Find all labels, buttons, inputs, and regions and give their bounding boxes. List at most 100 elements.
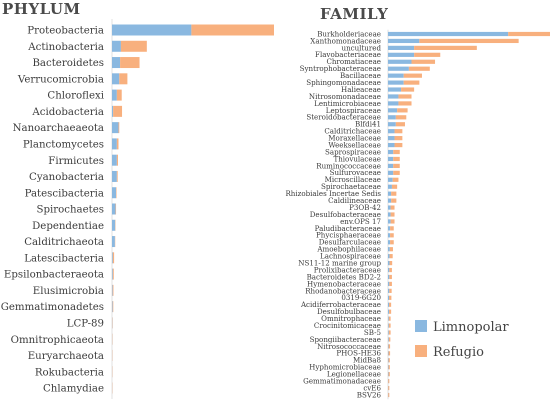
phylum-tick-label: Spirochaetes bbox=[37, 205, 104, 216]
family-bar-refugio-moraxellaceae bbox=[395, 136, 403, 140]
family-bar-limnopolar-sb-5 bbox=[388, 330, 389, 334]
family-bar-limnopolar-bacteroidetes-bd2-2 bbox=[388, 275, 389, 279]
family-bar-limnopolar-syntrophobacteraceae bbox=[388, 67, 409, 71]
phylum-bar-limnopolar-actinobacteria bbox=[112, 41, 121, 52]
phylum-bar-limnopolar-nanoarchaeaeota bbox=[112, 122, 118, 133]
phylum-tick-label: Calditrichaeota bbox=[24, 237, 104, 248]
family-bar-refugio-microscillaceae bbox=[393, 178, 399, 182]
phylum-tick-label: Proteobacteria bbox=[27, 26, 104, 37]
phylum-tick-label: Cyanobacteria bbox=[29, 172, 104, 183]
family-bar-refugio-hyphomicrobiaceae bbox=[389, 365, 390, 369]
phylum-tick-label: LCP-89 bbox=[67, 319, 104, 330]
legend-swatch-refugio bbox=[415, 345, 427, 357]
family-bars-group bbox=[388, 30, 550, 399]
phylum-tick-label: Acidobacteria bbox=[31, 107, 104, 118]
phylum-bar-limnopolar-cyanobacteria bbox=[112, 171, 117, 182]
family-bar-refugio-phos-he36 bbox=[389, 351, 391, 355]
phylum-bars-group bbox=[112, 19, 274, 399]
phylum-bar-limnopolar-calditrichaeota bbox=[112, 236, 115, 247]
family-bar-refugio-bacillaceae bbox=[404, 74, 422, 78]
family-bar-refugio-flavobacteriaceae bbox=[414, 53, 440, 57]
family-bar-refugio-lachnospiraceae bbox=[390, 254, 393, 258]
family-bar-refugio-legionellaceae bbox=[389, 372, 390, 376]
family-bar-refugio-sphingomonadaceae bbox=[404, 80, 420, 84]
phylum-bar-limnopolar-firmicutes bbox=[112, 155, 117, 166]
family-bar-refugio-p3ob-42 bbox=[391, 205, 395, 209]
family-bar-limnopolar-env-ops-17 bbox=[388, 219, 391, 223]
family-bar-limnopolar-steroidobacteraceae bbox=[388, 115, 396, 119]
family-bar-refugio-bsv26 bbox=[388, 393, 389, 397]
phylum-tick-label: Nanoarchaeaeota bbox=[13, 123, 104, 134]
family-bar-limnopolar-hyphomicrobiaceae bbox=[388, 365, 389, 369]
phylum-tick-label: Chloroflexi bbox=[47, 91, 104, 102]
family-bar-refugio-0319-6g20 bbox=[389, 296, 391, 300]
family-bar-refugio-cve6 bbox=[388, 386, 389, 390]
phylum-bar-limnopolar-latescibacteria bbox=[112, 252, 113, 263]
phylum-bar-refugio-chloroflexi bbox=[117, 90, 122, 101]
phylum-tick-label: Epsilonbacteraeota bbox=[4, 270, 104, 281]
phylum-bar-refugio-proteobacteria bbox=[191, 25, 274, 36]
phylum-bar-refugio-nanoarchaeaeota bbox=[118, 122, 119, 133]
family-bar-refugio-acidiferrobacteraceae bbox=[389, 303, 391, 307]
family-bar-limnopolar-nitrosococcaceae bbox=[388, 344, 389, 348]
phylum-bar-refugio-epsilonbacteraeota bbox=[113, 269, 114, 280]
family-bar-limnopolar-xanthomonadaceae bbox=[388, 39, 419, 43]
family-bar-limnopolar-sulfurovaceae bbox=[388, 171, 393, 175]
family-bar-refugio-paludibacteraceae bbox=[390, 226, 394, 230]
family-bar-limnopolar-legionellaceae bbox=[388, 372, 389, 376]
family-bar-limnopolar-amoebophilaceae bbox=[388, 247, 390, 251]
family-bar-limnopolar-halieaceae bbox=[388, 87, 401, 91]
family-bar-refugio-spongiibacteraceae bbox=[389, 337, 391, 341]
family-bar-refugio-phycisphaeraceae bbox=[390, 233, 394, 237]
phylum-tick-label: Chlamydiae bbox=[43, 384, 104, 395]
family-bar-refugio-prolixibacteraceae bbox=[389, 268, 392, 272]
family-tick-label: BSV26 bbox=[357, 390, 382, 399]
family-bar-refugio-sb-5 bbox=[389, 330, 391, 334]
phylum-tick-label: Euryarchaeota bbox=[28, 351, 104, 362]
family-bar-limnopolar-bacillaceae bbox=[388, 74, 404, 78]
family-bar-refugio-caldilineaceae bbox=[391, 199, 396, 203]
phylum-panel-title: PHYLUM bbox=[2, 0, 81, 18]
family-panel-title: FAMILY bbox=[320, 5, 388, 23]
family-bar-limnopolar-rhizobiales-incertae-sedis bbox=[388, 192, 391, 196]
family-bar-refugio-nitrosococcaceae bbox=[389, 344, 391, 348]
family-bar-limnopolar-desulfarculaceae bbox=[388, 240, 390, 244]
family-bar-limnopolar-leptospiraceae bbox=[388, 108, 397, 112]
phylum-tick-label: Elusimicrobia bbox=[33, 286, 104, 297]
family-bar-refugio-chromatiaceae bbox=[412, 60, 436, 64]
phylum-tick-label: Actinobacteria bbox=[27, 42, 104, 53]
legend-label-refugio: Refugio bbox=[433, 345, 484, 360]
family-bar-limnopolar-spirochaetaceae bbox=[388, 185, 392, 189]
family-bar-refugio-crocinitomicaceae bbox=[389, 323, 391, 327]
family-bar-refugio-saprospiraceae bbox=[393, 150, 400, 154]
phylum-bar-refugio-bacteroidetes bbox=[120, 57, 139, 68]
phylum-bar-refugio-cyanobacteria bbox=[117, 171, 118, 182]
family-bar-refugio-burkholderiaceae bbox=[508, 32, 550, 36]
family-bar-limnopolar-lentimicrobiaceae bbox=[388, 101, 398, 105]
phylum-bar-refugio-elusimicrobia bbox=[113, 285, 114, 296]
family-bar-limnopolar-midba8 bbox=[388, 358, 389, 362]
family-bar-refugio-ruminococcaceae bbox=[393, 164, 400, 168]
family-bar-refugio-omnitrophaceae bbox=[389, 317, 391, 321]
phylum-bar-limnopolar-planctomycetes bbox=[112, 138, 117, 149]
family-bar-refugio-desulfobulbaceae bbox=[389, 310, 391, 314]
phylum-bar-refugio-acidobacteria bbox=[113, 106, 122, 117]
phylum-tick-label: Bacteroidetes bbox=[32, 58, 104, 69]
family-bar-limnopolar-0319-6g20 bbox=[388, 296, 389, 300]
phylum-bar-refugio-actinobacteria bbox=[121, 41, 147, 52]
phylum-bar-limnopolar-patescibacteria bbox=[112, 187, 116, 198]
family-bar-limnopolar-p3ob-42 bbox=[388, 205, 391, 209]
family-bar-limnopolar-phycisphaeraceae bbox=[388, 233, 390, 237]
family-bar-limnopolar-desulfobulbaceae bbox=[388, 310, 389, 314]
legend: Limnopolar Refugio bbox=[415, 320, 509, 360]
family-bar-refugio-ns11-12-marine-group bbox=[390, 261, 393, 265]
phylum-tick-label: Verrucomicrobia bbox=[17, 74, 104, 85]
family-bar-refugio-desulfobacteraceae bbox=[391, 212, 395, 216]
family-bar-limnopolar-paludibacteraceae bbox=[388, 226, 390, 230]
phylum-tick-label: Patescibacteria bbox=[25, 188, 104, 199]
family-bar-refugio-weeksellaceae bbox=[395, 143, 403, 147]
phylum-bar-limnopolar-elusimicrobia bbox=[112, 285, 113, 296]
family-bar-refugio-rhizobiales-incertae-sedis bbox=[391, 192, 396, 196]
